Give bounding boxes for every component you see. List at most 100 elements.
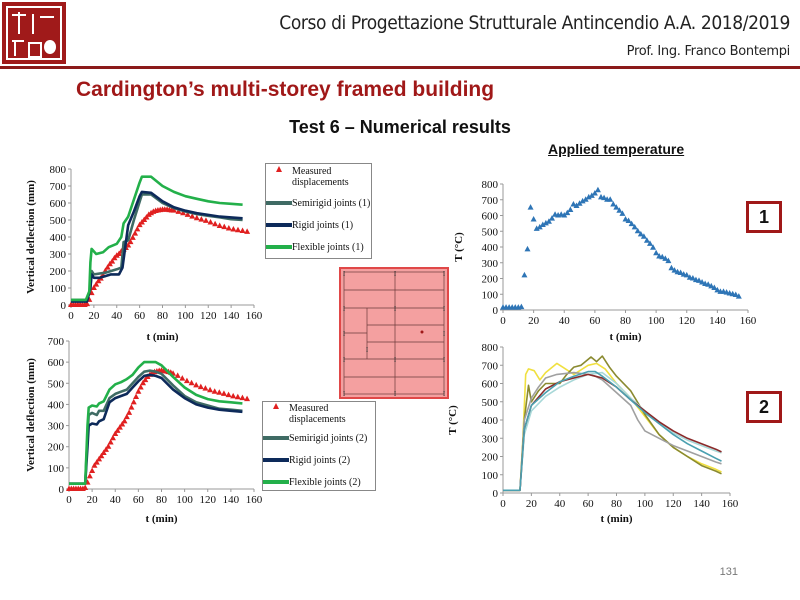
x-tick-label: 120	[200, 310, 217, 322]
data-point-triangle	[653, 249, 660, 256]
data-point-triangle	[175, 208, 182, 214]
data-point-triangle	[643, 237, 650, 243]
y-tick-label: 500	[48, 378, 65, 390]
data-point-triangle	[625, 217, 632, 224]
y-tick-label: 300	[48, 421, 65, 433]
data-point-triangle	[732, 291, 739, 298]
svg-text:I: I	[443, 390, 446, 398]
y-tick-label: 400	[48, 399, 65, 411]
data-point-triangle	[549, 215, 555, 221]
x-tick-label: 100	[177, 310, 194, 322]
data-point-triangle	[610, 200, 617, 207]
data-point-triangle	[179, 375, 186, 381]
x-tick-label: 0	[500, 498, 506, 510]
data-point-triangle	[671, 267, 678, 273]
data-point-triangle	[188, 379, 195, 386]
data-point-triangle	[230, 392, 237, 399]
triangle-marker-icon	[263, 403, 289, 409]
y-tick-label: 800	[482, 342, 499, 354]
data-point-triangle	[135, 388, 142, 394]
data-point-triangle	[539, 221, 546, 227]
data-point-triangle	[180, 209, 187, 216]
data-point-triangle	[84, 300, 91, 307]
y-tick-label: 400	[482, 242, 499, 254]
y-tick-label: 700	[50, 181, 67, 193]
page-number: 131	[719, 566, 738, 578]
data-point-triangle	[234, 393, 241, 400]
y-tick-label: 600	[50, 198, 67, 210]
data-point-triangle	[132, 230, 139, 236]
series-line-6	[503, 370, 722, 492]
data-point-triangle	[134, 225, 141, 232]
legend-item-measured: Measured displacements	[263, 402, 375, 427]
x-tick-label: 60	[133, 494, 145, 506]
data-point-triangle	[216, 222, 223, 228]
data-point-triangle	[696, 277, 702, 283]
data-point-triangle	[140, 379, 146, 386]
legend-item-semirigid: Semirigid joints (2)	[263, 427, 375, 449]
data-point-triangle	[93, 459, 100, 465]
data-point-triangle	[202, 385, 209, 391]
data-point-triangle	[225, 225, 232, 231]
data-point-triangle	[202, 217, 209, 223]
data-point-triangle	[183, 377, 190, 384]
x-tick-label: 20	[526, 498, 538, 510]
x-axis-label: t (min)	[146, 331, 178, 343]
svg-text:I: I	[343, 330, 346, 338]
data-point-triangle	[123, 413, 130, 420]
y-tick-label: 100	[482, 289, 499, 301]
x-tick-label: 20	[88, 310, 100, 322]
legend-item-rigid: Rigid joints (1)	[266, 214, 371, 236]
label-box-1: 1	[746, 201, 782, 233]
y-tick-label: 700	[482, 360, 499, 372]
x-tick-label: 100	[176, 494, 193, 506]
data-point-triangle	[637, 230, 644, 237]
data-point-triangle	[109, 258, 116, 264]
legend-label: Semirigid joints (1)	[292, 197, 371, 209]
svg-text:I: I	[366, 346, 369, 354]
data-point-triangle	[665, 257, 672, 264]
legend-label: Rigid joints (2)	[289, 454, 351, 466]
data-point-triangle	[93, 281, 100, 287]
svg-text:I: I	[443, 356, 446, 364]
y-tick-label: 500	[482, 397, 499, 409]
series-line-4	[71, 175, 243, 302]
data-point-triangle	[239, 394, 246, 401]
x-tick-label: 80	[620, 315, 632, 327]
data-point-triangle	[189, 213, 196, 219]
data-point-triangle	[622, 215, 629, 222]
data-point-triangle	[142, 376, 149, 383]
professor-name: Prof. Ing. Franco Bontempi	[626, 44, 791, 59]
legend-chart-2: Measured displacements Semirigid joints …	[262, 401, 376, 491]
x-tick-label: 140	[223, 494, 240, 506]
x-tick-label: 140	[709, 315, 726, 327]
y-tick-label: 600	[48, 357, 65, 369]
data-point-triangle	[588, 192, 595, 198]
data-point-triangle	[174, 372, 181, 378]
data-point-triangle	[545, 218, 552, 224]
y-tick-label: 0	[493, 305, 499, 317]
data-point-triangle	[628, 220, 635, 227]
x-tick-label: 20	[87, 494, 99, 506]
legend-label: Measured displacements	[292, 166, 349, 188]
data-point-triangle	[677, 269, 684, 275]
x-axis-label: t (min)	[609, 331, 641, 343]
data-point-triangle	[91, 462, 98, 468]
data-point-triangle	[561, 212, 568, 218]
data-point-triangle	[103, 446, 109, 452]
chart-1: 0 20 40 60 80 100 120 140 160 0 100 200 300 400 500 600…	[25, 164, 263, 343]
data-point-triangle	[570, 200, 577, 207]
data-point-triangle	[634, 227, 641, 234]
data-point-triangle	[184, 211, 191, 217]
x-tick-label: 60	[583, 498, 595, 510]
x-tick-label: 140	[223, 310, 240, 322]
data-point-triangle	[96, 455, 103, 462]
y-tick-label: 300	[482, 258, 499, 270]
x-tick-label: 120	[665, 498, 682, 510]
legend-label: Semirigid joints (2)	[289, 432, 368, 444]
data-point-triangle	[89, 467, 96, 474]
data-point-triangle	[197, 383, 204, 390]
svg-text:I: I	[343, 305, 346, 313]
data-point-triangle	[193, 214, 200, 221]
